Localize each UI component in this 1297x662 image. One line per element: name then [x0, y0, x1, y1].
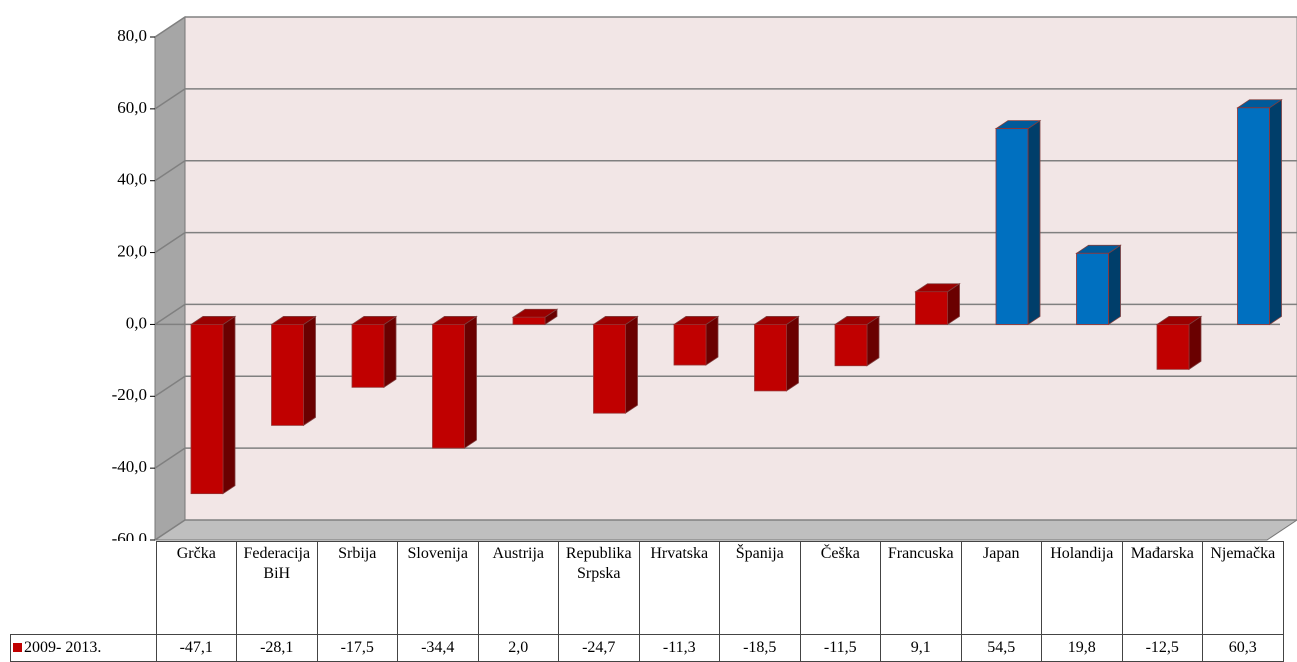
y-tick-label: -60,0 [112, 529, 147, 541]
bar [271, 324, 304, 426]
value-label: 9,1 [880, 634, 962, 662]
category-label: Mađarska [1121, 541, 1203, 635]
category-label: Holandija [1041, 541, 1123, 635]
category-label: Njemačka [1202, 541, 1284, 635]
y-tick-label: -40,0 [112, 457, 147, 476]
y-tick-label: 80,0 [117, 26, 147, 45]
value-label: -47,1 [155, 634, 237, 662]
bar [1156, 324, 1190, 370]
bar-side [625, 315, 638, 414]
grid-line [154, 519, 1297, 541]
bar [915, 291, 948, 325]
corner [11, 542, 157, 635]
value-label: -18,5 [719, 634, 801, 662]
grid-line [154, 447, 1297, 469]
y-tick-label: 60,0 [117, 98, 147, 117]
y-tick-label: -20,0 [112, 385, 147, 404]
back-wall [184, 16, 1297, 521]
bar-side [1108, 244, 1121, 326]
bar-side [303, 315, 316, 427]
grid-line [154, 159, 1297, 182]
legend-key [13, 643, 22, 652]
bar [593, 324, 626, 414]
bar-side [1188, 315, 1202, 371]
bar [512, 316, 546, 325]
grid-line [154, 88, 1297, 110]
bar-side [383, 315, 397, 389]
bar-side [1269, 99, 1282, 326]
bar [673, 324, 707, 366]
legend-label: 2009- 2013. [24, 639, 102, 656]
chart: -60,0 -40,0 -20,0 0,0 20,0 40,0 60,0 80,0 [112, 16, 1297, 541]
category-label: Španija [719, 541, 801, 635]
value-label: -28,1 [236, 634, 318, 662]
y-tick-label: 20,0 [117, 241, 147, 260]
grid-line [154, 16, 1297, 38]
bar-side [464, 315, 477, 449]
bar [351, 324, 385, 388]
value-label: -11,5 [799, 634, 881, 662]
category-label: Japan [960, 541, 1042, 635]
category-label: Grčka [155, 541, 237, 635]
floor [153, 519, 1297, 541]
bar-side [1027, 119, 1041, 326]
value-label: 19,8 [1041, 634, 1123, 662]
category-label: Austrija [477, 541, 559, 635]
value-row: 2009- 2013. -47,1 -28,1 -17,5 -34,4 2,0 -24,7-… [10, 634, 1284, 662]
category-label: Francuska [880, 541, 962, 635]
data-table: Grčka Federacija BiH Srbija Slovenija Austri… [10, 541, 1284, 662]
bar [995, 128, 1029, 325]
y-tick-label: 40,0 [117, 170, 147, 189]
bar [754, 324, 787, 392]
value-label: 54,5 [960, 634, 1042, 662]
value-label: -12,5 [1121, 634, 1203, 662]
category-row: Grčka Federacija BiH Srbija Slovenija Austri… [11, 541, 1284, 635]
value-label: -34,4 [397, 634, 479, 662]
value-label: -17,5 [316, 634, 398, 662]
y-tick-label: 0,0 [126, 313, 147, 332]
category-label: Slovenija [397, 541, 479, 635]
bar-side [786, 315, 799, 392]
bar [834, 324, 868, 367]
legend-entry: 2009- 2013. [10, 634, 157, 662]
bar-side [866, 315, 880, 367]
category-label: Hrvatska [638, 541, 720, 635]
grid-line [154, 375, 1297, 397]
bar-side [705, 315, 719, 366]
bar [190, 324, 224, 495]
value-label: 60,3 [1202, 634, 1284, 662]
category-label: Federacija BiH [236, 541, 318, 635]
value-label: 2,0 [477, 634, 559, 662]
category-label: Republika Srpska [558, 541, 640, 635]
bar [432, 324, 465, 449]
bar [1076, 252, 1109, 325]
value-label: -24,7 [558, 634, 640, 662]
value-label: -11,3 [638, 634, 720, 662]
grid-line [154, 231, 1297, 254]
bar-side [222, 315, 236, 495]
category-label: Srbija [316, 541, 398, 635]
bar [1237, 107, 1270, 325]
category-label: Češka [799, 541, 881, 635]
side-wall [154, 16, 186, 541]
